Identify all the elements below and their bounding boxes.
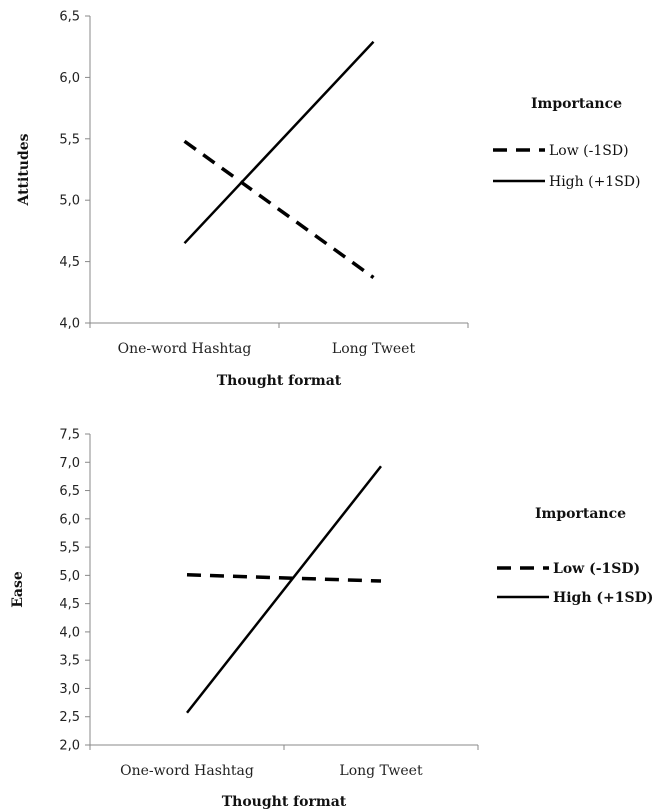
attitudes-chart: 4,0 4,5 5,0 5,5 6,0 6,5 One-word Hashtag Long T… bbox=[16, 10, 641, 390]
y-axis-title: Attitudes bbox=[16, 133, 32, 206]
y-tick-label: 5,0 bbox=[59, 569, 80, 584]
y-tick-label: 4,5 bbox=[59, 255, 80, 270]
x-axis-title: Thought format bbox=[222, 794, 347, 810]
legend-label-low: Low (-1SD) bbox=[549, 143, 629, 159]
y-tick-label: 6,0 bbox=[59, 512, 80, 527]
legend-label-high: High (+1SD) bbox=[549, 174, 641, 190]
y-tick-label: 3,0 bbox=[59, 682, 80, 697]
legend-title: Importance bbox=[535, 506, 626, 522]
x-tick-label: One-word Hashtag bbox=[120, 763, 254, 779]
y-tick-label: 4,5 bbox=[59, 597, 80, 612]
series-line-low bbox=[186, 573, 382, 583]
y-tick-label: 3,5 bbox=[59, 654, 80, 669]
x-axis-title: Thought format bbox=[217, 373, 342, 389]
legend-label-high: High (+1SD) bbox=[553, 590, 653, 606]
y-tick-label: 5,0 bbox=[59, 194, 80, 209]
x-tick-label: Long Tweet bbox=[332, 341, 416, 357]
y-tick-label: 4,0 bbox=[59, 625, 80, 640]
y-tick-label: 4,0 bbox=[59, 317, 80, 332]
series-line-high bbox=[186, 465, 382, 714]
y-tick-label: 5,5 bbox=[59, 541, 80, 556]
x-tick-label: One-word Hashtag bbox=[118, 341, 252, 357]
y-tick-label: 5,5 bbox=[59, 132, 80, 147]
y-tick-label: 2,5 bbox=[59, 710, 80, 725]
y-tick-label: 2,0 bbox=[59, 739, 80, 754]
y-tick-label: 6,5 bbox=[59, 484, 80, 499]
y-tick-label: 7,0 bbox=[59, 456, 80, 471]
y-tick-label: 6,0 bbox=[59, 71, 80, 86]
legend-label-low: Low (-1SD) bbox=[553, 561, 640, 577]
legend-title: Importance bbox=[531, 96, 622, 112]
y-tick-label: 7,5 bbox=[59, 428, 80, 443]
y-axis-title: Ease bbox=[10, 571, 26, 608]
series-line-low bbox=[183, 139, 375, 279]
series-line-high bbox=[183, 40, 375, 245]
x-tick-label: Long Tweet bbox=[339, 763, 423, 779]
ease-chart: 2,0 2,5 3,0 3,5 4,0 4,5 5,0 5,5 6,0 6,5 7,0 7,5 One-… bbox=[10, 428, 653, 811]
y-tick-label: 6,5 bbox=[59, 10, 80, 25]
